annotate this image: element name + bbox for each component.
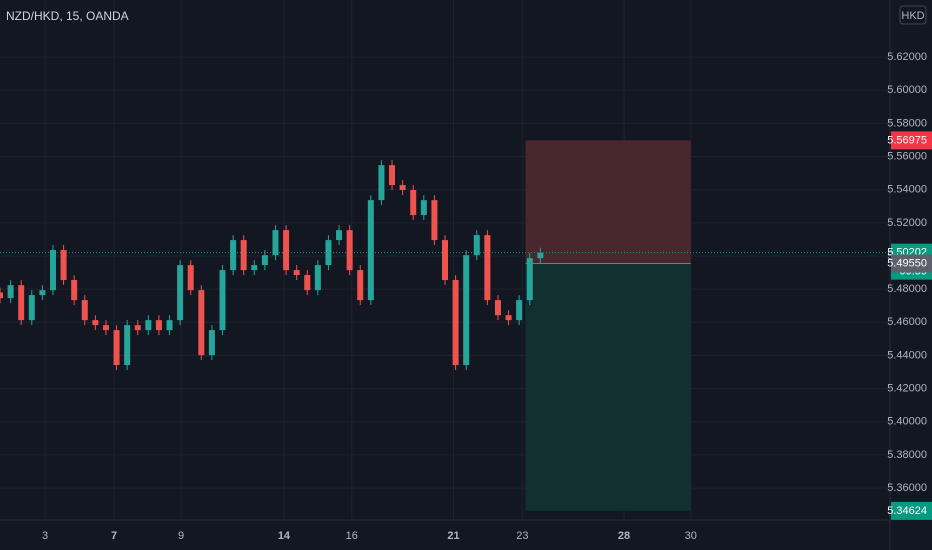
x-tick-label: 30 bbox=[685, 530, 697, 542]
y-tick-label: 5.44000 bbox=[887, 349, 927, 361]
y-tick-label: 5.54000 bbox=[887, 184, 927, 196]
y-tick-label: 5.48000 bbox=[887, 283, 927, 295]
candle-body bbox=[442, 240, 448, 281]
candle-body bbox=[367, 200, 374, 301]
candle-body bbox=[314, 265, 321, 291]
symbol-title[interactable]: NZD/HKD, 15, OANDA bbox=[6, 9, 129, 23]
x-tick-label: 28 bbox=[618, 530, 630, 542]
candle-body bbox=[325, 240, 332, 266]
candle-body bbox=[463, 255, 470, 366]
candle-body bbox=[92, 320, 99, 326]
y-tick-label: 5.46000 bbox=[887, 316, 927, 328]
candle-body bbox=[219, 270, 226, 331]
x-tick-label: 21 bbox=[447, 530, 459, 542]
y-tick-label: 5.42000 bbox=[887, 383, 927, 395]
candle-body bbox=[18, 285, 25, 321]
y-tick-label: 5.58000 bbox=[887, 117, 927, 129]
candle-body bbox=[230, 240, 237, 271]
y-tick-label: 5.36000 bbox=[887, 482, 927, 494]
y-tick-label: 5.40000 bbox=[887, 416, 927, 428]
x-tick-label: 3 bbox=[42, 530, 48, 542]
candle-body bbox=[0, 292, 3, 299]
candle-body bbox=[357, 270, 364, 301]
candle-body bbox=[60, 250, 67, 281]
x-tick-label: 9 bbox=[178, 530, 184, 542]
currency-box[interactable] bbox=[899, 5, 927, 25]
candle-body bbox=[208, 330, 215, 356]
y-tick-label: 5.56000 bbox=[887, 150, 927, 162]
candle-body bbox=[293, 270, 300, 276]
candle-body bbox=[145, 320, 152, 331]
price-label-box bbox=[891, 254, 932, 273]
candle-body bbox=[187, 265, 194, 291]
candle-body bbox=[102, 325, 109, 331]
candle-body bbox=[198, 290, 205, 356]
candle-body bbox=[113, 330, 120, 366]
candle-body bbox=[452, 280, 459, 366]
candle-body bbox=[7, 285, 14, 299]
candle-body bbox=[134, 325, 141, 331]
y-tick-label: 5.60000 bbox=[887, 84, 927, 96]
y-tick-label: 5.62000 bbox=[887, 51, 927, 63]
candle-body bbox=[389, 165, 396, 186]
candle-body bbox=[177, 265, 184, 321]
candle-body bbox=[283, 230, 290, 271]
y-tick-label: 5.52000 bbox=[887, 217, 927, 229]
candle-body bbox=[304, 275, 311, 291]
candle-body bbox=[494, 300, 501, 316]
price-label: 5.34624 bbox=[887, 505, 927, 517]
x-tick-label: 23 bbox=[516, 530, 528, 542]
candle-body bbox=[251, 265, 258, 271]
candle-body bbox=[473, 235, 480, 256]
price-label: 5.49550 bbox=[887, 257, 927, 269]
candle-body bbox=[155, 320, 162, 331]
candle-body bbox=[537, 252, 544, 259]
candle-body bbox=[346, 230, 353, 271]
x-tick-label: 7 bbox=[111, 530, 117, 542]
candle-body bbox=[431, 200, 438, 241]
y-tick-label: 5.38000 bbox=[887, 449, 927, 461]
x-tick-label: 16 bbox=[346, 530, 358, 542]
stop-zone bbox=[525, 140, 691, 264]
candle-body bbox=[484, 235, 491, 301]
candle-body bbox=[28, 295, 35, 321]
candle-body bbox=[399, 185, 406, 191]
candle-body bbox=[166, 320, 173, 331]
candle-body bbox=[505, 315, 512, 321]
candle-body bbox=[124, 325, 131, 366]
candle-body bbox=[272, 230, 279, 256]
candle-body bbox=[410, 190, 417, 216]
candle-body bbox=[420, 200, 427, 216]
candle-body bbox=[81, 300, 88, 321]
candle-body bbox=[71, 280, 78, 301]
candle-body bbox=[526, 258, 533, 301]
candle-body bbox=[336, 230, 343, 241]
candle-body bbox=[378, 165, 385, 201]
currency[interactable]: HKD bbox=[901, 10, 924, 22]
candle-body bbox=[240, 240, 247, 271]
candle-body bbox=[49, 250, 56, 291]
price-label-box bbox=[891, 501, 932, 520]
candle-body bbox=[261, 255, 268, 266]
price-label-box bbox=[891, 131, 932, 150]
candle-body bbox=[39, 290, 46, 296]
price-label: 5.56975 bbox=[887, 134, 927, 146]
x-tick-label: 14 bbox=[278, 530, 291, 542]
target-zone bbox=[525, 263, 691, 511]
candle-body bbox=[516, 300, 523, 321]
